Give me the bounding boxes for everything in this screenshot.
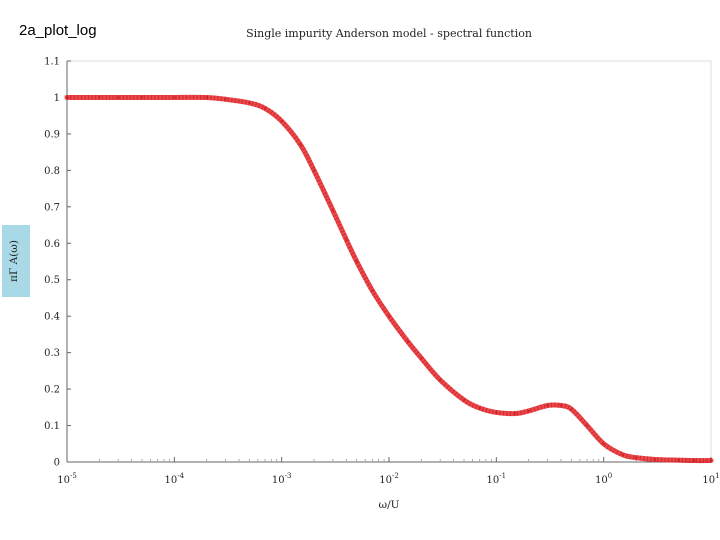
- data-point: [173, 96, 176, 99]
- y-tick-label: 1: [54, 93, 60, 104]
- data-point: [263, 107, 267, 110]
- data-point: [570, 407, 573, 411]
- data-point: [585, 424, 589, 427]
- data-point: [248, 101, 251, 105]
- x-axis: 10-5 10-4 10-3 10-2 10-1 100 101: [57, 457, 720, 486]
- data-point: [693, 459, 696, 462]
- data-point: [495, 411, 498, 414]
- y-tick-label: 1.1: [44, 57, 60, 68]
- data-point: [559, 404, 563, 407]
- x-axis-label: ω/U: [379, 499, 400, 511]
- data-point: [299, 143, 302, 147]
- data-point: [439, 378, 442, 382]
- y-tick-label: 0.1: [44, 421, 60, 432]
- data-point: [478, 406, 481, 410]
- series-line: [64, 94, 714, 464]
- data-point: [331, 209, 335, 212]
- slide-label: 2a_plot_log: [19, 22, 97, 39]
- y-tick-label: 0.9: [44, 129, 60, 140]
- x-tick-label: 10-1: [487, 472, 507, 486]
- y-axis-label-box: [2, 225, 30, 297]
- data-point: [280, 119, 283, 123]
- data-point: [205, 96, 208, 99]
- plot-frame: [66, 60, 712, 463]
- y-tick-label: 0.7: [44, 202, 60, 213]
- data-point: [345, 238, 348, 241]
- data-point: [527, 409, 530, 413]
- data-point: [709, 459, 713, 462]
- y-axis: 0 0.1 0.2 0.3 0.4 0.5 0.6 0.7 0.8 0.9 1 1.1: [44, 57, 71, 469]
- y-tick-label: 0.2: [44, 385, 60, 396]
- data-point: [462, 398, 466, 402]
- data-point: [355, 260, 358, 263]
- data-point: [406, 340, 410, 343]
- chart-title: Single impurity Anderson model - spectra…: [246, 27, 532, 40]
- y-axis-label: πΓ A(ω): [8, 240, 20, 282]
- data-point: [677, 458, 680, 462]
- x-tick-label: 10-2: [379, 472, 399, 486]
- data-point: [634, 456, 638, 459]
- data-point: [653, 458, 657, 461]
- x-tick-label: 10-5: [57, 472, 77, 486]
- data-point: [65, 96, 69, 99]
- series-marker-texture: [67, 94, 712, 464]
- data-point: [117, 96, 120, 99]
- y-tick-label: 0.4: [44, 312, 60, 323]
- y-tick-label: 0.8: [44, 166, 60, 177]
- data-point: [420, 356, 423, 360]
- data-point: [602, 442, 605, 445]
- data-point: [514, 412, 517, 415]
- x-tick-label: 101: [702, 472, 719, 486]
- data-point: [224, 98, 227, 101]
- x-tick-label: 10-4: [165, 472, 185, 486]
- y-tick-label: 0.5: [44, 275, 60, 286]
- data-point: [140, 96, 144, 99]
- plot-border: [66, 60, 712, 463]
- data-point: [98, 96, 101, 99]
- x-tick-label: 10-3: [272, 472, 292, 486]
- y-tick-label: 0: [54, 458, 60, 469]
- x-tick-label: 100: [595, 472, 612, 486]
- y-tick-label: 0.3: [44, 348, 60, 359]
- data-point: [387, 314, 391, 318]
- series-layer: [64, 94, 714, 464]
- data-point: [621, 453, 624, 456]
- data-point: [546, 404, 549, 407]
- data-point: [312, 169, 316, 172]
- y-tick-label: 0.6: [44, 239, 60, 250]
- data-point: [371, 289, 374, 292]
